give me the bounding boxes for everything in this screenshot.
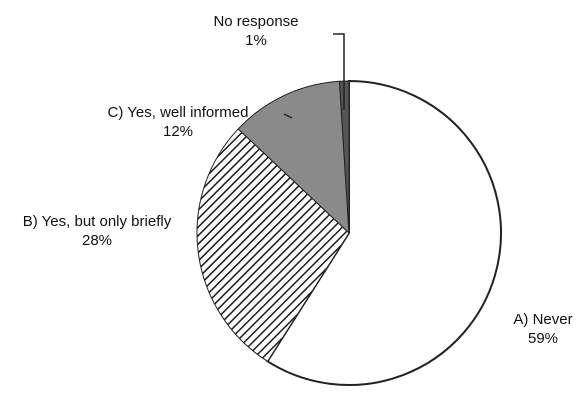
slice-label-a-value: 59% <box>527 330 559 347</box>
slice-label-no-response: No response 1% <box>196 12 316 50</box>
slice-label-c-name: C) Yes, well informed <box>107 104 249 121</box>
leader-no-response <box>333 33 345 110</box>
slice-label-b: B) Yes, but only briefly 28% <box>2 212 192 250</box>
pie-slice-0 <box>266 79 502 386</box>
slice-label-no-response-value: 1% <box>245 32 267 49</box>
slice-label-b-name: B) Yes, but only briefly <box>22 213 172 230</box>
pie-slice-1 <box>196 128 350 363</box>
slice-label-a: A) Never 59% <box>508 310 578 348</box>
leader-c <box>283 113 293 119</box>
leader-lines <box>283 33 345 119</box>
slice-label-a-name: A) Never <box>513 311 573 328</box>
pie-slices <box>196 79 502 386</box>
pie-slice-2 <box>237 80 350 235</box>
slice-label-c-value: 12% <box>162 123 194 140</box>
slice-label-b-value: 28% <box>81 232 113 249</box>
slice-label-c: C) Yes, well informed 12% <box>78 103 278 141</box>
slice-label-no-response-name: No response <box>213 13 299 30</box>
